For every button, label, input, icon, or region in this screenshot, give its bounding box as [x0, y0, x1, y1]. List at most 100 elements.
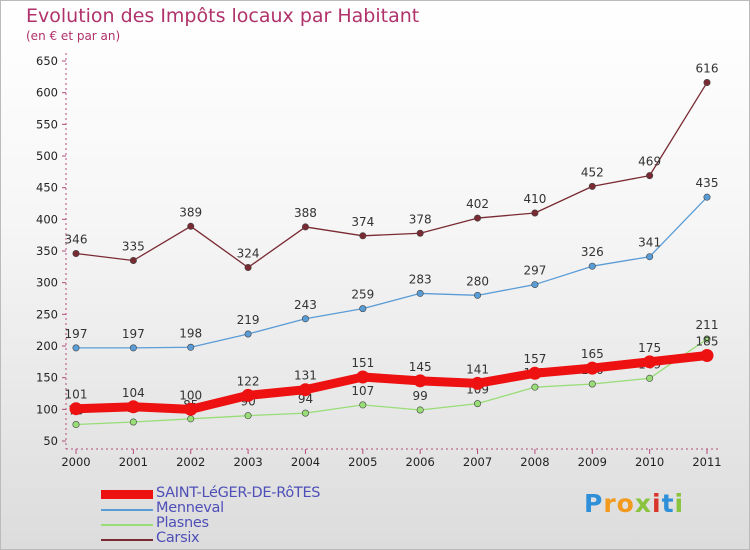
data-point — [301, 223, 309, 231]
y-tick-label: 650 — [36, 54, 58, 68]
y-tick-label: 300 — [36, 276, 58, 290]
series-line-0 — [75, 351, 708, 414]
data-label: 198 — [179, 326, 202, 340]
legend-label: SAINT-LéGER-DE-RôTES — [156, 485, 321, 501]
data-label: 104 — [122, 386, 145, 400]
logo-letter: o — [616, 489, 635, 518]
x-tick-label: 2003 — [233, 455, 262, 469]
data-point — [301, 409, 309, 417]
data-label: 211 — [696, 318, 719, 332]
data-label: 410 — [523, 192, 546, 206]
data-label: 122 — [237, 374, 260, 388]
data-label: 131 — [294, 369, 317, 383]
y-tick-label: 50 — [43, 434, 58, 448]
data-point — [700, 349, 714, 362]
y-tick-label: 550 — [36, 117, 58, 131]
data-point — [241, 388, 255, 402]
logo-letter: P — [584, 489, 604, 518]
data-point — [416, 289, 424, 297]
data-point — [531, 383, 539, 391]
data-point — [129, 344, 137, 352]
data-point — [72, 250, 80, 258]
data-point — [471, 376, 485, 390]
x-tick-label: 2008 — [520, 455, 549, 469]
y-tick-label: 350 — [36, 244, 58, 258]
y-tick-label: 400 — [36, 212, 58, 226]
data-label: 374 — [351, 215, 374, 229]
series-line-3 — [75, 82, 708, 269]
logo-letter: r — [603, 489, 617, 518]
data-point — [703, 193, 711, 201]
data-point — [356, 370, 370, 384]
series-line-2 — [75, 338, 708, 426]
y-tick-label: 100 — [36, 402, 58, 416]
y-tick-label: 500 — [36, 149, 58, 163]
legend-swatch — [101, 524, 153, 526]
data-label: 175 — [638, 341, 661, 355]
x-tick-label: 2007 — [463, 455, 492, 469]
data-point — [528, 366, 542, 380]
data-point — [187, 343, 195, 351]
data-point — [72, 421, 80, 429]
data-point — [646, 172, 654, 180]
data-label: 100 — [179, 388, 202, 402]
y-tick-label: 200 — [36, 339, 58, 353]
x-tick-label: 2001 — [119, 455, 148, 469]
x-tick-label: 2004 — [291, 455, 320, 469]
data-point — [72, 344, 80, 352]
logo-letter: x — [634, 489, 652, 518]
x-tick-label: 2011 — [692, 455, 721, 469]
data-label: 145 — [409, 360, 432, 374]
data-point — [531, 209, 539, 217]
data-point — [703, 335, 711, 343]
data-label: 435 — [696, 176, 719, 190]
legend-label: Plasnes — [156, 515, 209, 531]
logo-letter: t — [661, 489, 675, 518]
data-point — [643, 355, 657, 369]
data-point — [244, 412, 252, 420]
data-label: 157 — [523, 352, 546, 366]
data-label: 346 — [65, 233, 88, 247]
data-point — [244, 263, 252, 271]
data-label: 324 — [237, 246, 260, 260]
data-label: 259 — [351, 288, 374, 302]
logo-letter: i — [674, 489, 685, 518]
chart-subtitle: (en € et par an) — [26, 29, 121, 43]
data-label: 283 — [409, 272, 432, 286]
chart-title: Evolution des Impôts locaux par Habitant — [26, 5, 420, 27]
data-label: 280 — [466, 274, 489, 288]
logo-letter: i — [652, 489, 662, 518]
data-point — [129, 418, 137, 426]
data-label: 326 — [581, 245, 604, 259]
data-point — [416, 229, 424, 237]
x-tick-label: 2000 — [61, 455, 90, 469]
data-label: 402 — [466, 197, 489, 211]
data-point — [474, 214, 482, 222]
data-point — [359, 401, 367, 409]
data-point — [703, 79, 711, 87]
data-label: 165 — [581, 347, 604, 361]
legend-swatch — [101, 539, 153, 541]
data-label: 616 — [696, 62, 719, 76]
x-tick-label: 2002 — [176, 455, 205, 469]
data-label: 197 — [65, 327, 88, 341]
x-tick-label: 2006 — [406, 455, 435, 469]
data-point — [126, 400, 140, 414]
data-point — [413, 374, 427, 388]
y-tick-label: 150 — [36, 371, 58, 385]
data-point — [474, 291, 482, 299]
y-tick-label: 450 — [36, 181, 58, 195]
data-label: 94 — [298, 392, 313, 406]
data-label: 469 — [638, 155, 661, 169]
legend-swatch — [101, 490, 153, 499]
legend-swatch — [101, 509, 153, 511]
data-label: 341 — [638, 236, 661, 250]
data-point — [531, 281, 539, 289]
data-point — [69, 402, 83, 416]
data-label: 151 — [351, 356, 374, 370]
data-label: 243 — [294, 298, 317, 312]
data-point — [184, 402, 198, 416]
x-tick-label: 2010 — [635, 455, 664, 469]
data-point — [588, 380, 596, 388]
